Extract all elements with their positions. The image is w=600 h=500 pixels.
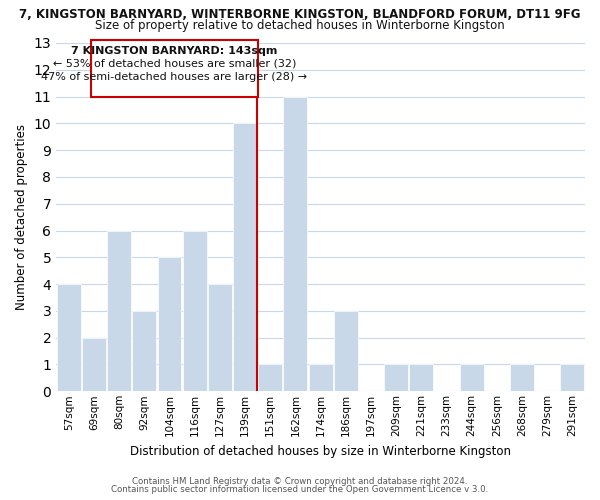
- Text: 7 KINGSTON BARNYARD: 143sqm: 7 KINGSTON BARNYARD: 143sqm: [71, 46, 278, 56]
- Y-axis label: Number of detached properties: Number of detached properties: [15, 124, 28, 310]
- Bar: [57, 284, 81, 392]
- Bar: [460, 364, 484, 392]
- Text: 7, KINGSTON BARNYARD, WINTERBORNE KINGSTON, BLANDFORD FORUM, DT11 9FG: 7, KINGSTON BARNYARD, WINTERBORNE KINGST…: [19, 8, 581, 20]
- Bar: [560, 364, 584, 392]
- Bar: [384, 364, 408, 392]
- Bar: [283, 96, 307, 392]
- FancyBboxPatch shape: [91, 40, 257, 96]
- Text: 47% of semi-detached houses are larger (28) →: 47% of semi-detached houses are larger (…: [41, 72, 308, 82]
- Bar: [158, 258, 181, 392]
- Text: ← 53% of detached houses are smaller (32): ← 53% of detached houses are smaller (32…: [53, 58, 296, 68]
- Bar: [258, 364, 282, 392]
- Bar: [334, 311, 358, 392]
- Bar: [208, 284, 232, 392]
- Bar: [107, 230, 131, 392]
- Bar: [183, 230, 206, 392]
- Bar: [133, 311, 156, 392]
- Bar: [409, 364, 433, 392]
- Bar: [233, 124, 257, 392]
- X-axis label: Distribution of detached houses by size in Winterborne Kingston: Distribution of detached houses by size …: [130, 444, 511, 458]
- Text: Contains public sector information licensed under the Open Government Licence v : Contains public sector information licen…: [112, 485, 488, 494]
- Text: Contains HM Land Registry data © Crown copyright and database right 2024.: Contains HM Land Registry data © Crown c…: [132, 477, 468, 486]
- Bar: [82, 338, 106, 392]
- Bar: [308, 364, 332, 392]
- Bar: [510, 364, 534, 392]
- Text: Size of property relative to detached houses in Winterborne Kingston: Size of property relative to detached ho…: [95, 19, 505, 32]
